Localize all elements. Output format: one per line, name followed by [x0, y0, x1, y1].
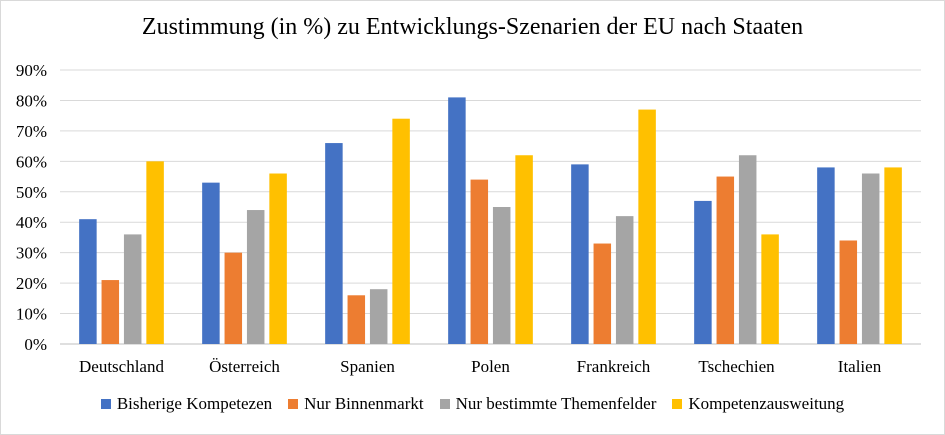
legend-swatch	[100, 399, 111, 409]
x-tick-labels: Deutschland Österreich Spanien Polen Frankre…	[79, 357, 882, 376]
bar	[884, 167, 902, 344]
legend: Bisherige Kompetezen Nur Binnenmarkt Nur b…	[0, 394, 945, 414]
y-tick-label: 40%	[16, 213, 47, 232]
bar	[593, 243, 612, 344]
bar	[470, 179, 489, 344]
bar	[738, 155, 757, 344]
bar	[716, 176, 735, 344]
bar	[79, 219, 97, 344]
legend-label: Bisherige Kompetezen	[116, 394, 273, 413]
y-tick-label: 10%	[16, 305, 47, 324]
y-tick-label: 0%	[24, 335, 47, 354]
legend-item: Nur Binnenmarkt	[288, 394, 424, 414]
bar	[123, 234, 142, 344]
gridlines	[60, 69, 921, 345]
x-tick-label: Frankreich	[577, 357, 651, 376]
y-tick-label: 90%	[16, 61, 47, 80]
x-tick-label: Österreich	[209, 357, 280, 376]
x-tick-label: Deutschland	[79, 357, 164, 376]
bar	[761, 234, 779, 344]
bar	[101, 280, 120, 344]
bars	[79, 97, 902, 345]
bar	[839, 240, 858, 344]
bar	[817, 167, 835, 344]
legend-label: Nur Binnenmarkt	[304, 394, 424, 413]
x-tick-label: Italien	[838, 357, 882, 376]
legend-item: Nur bestimmte Themenfelder	[439, 394, 657, 414]
legend-swatch	[439, 399, 450, 409]
bar	[571, 164, 589, 344]
legend-swatch	[672, 399, 683, 409]
bar	[269, 173, 287, 344]
chart-title: Zustimmung (in %) zu Entwicklungs-Szenar…	[141, 14, 804, 40]
y-tick-labels: 0% 10% 20% 30% 40% 50% 60% 70% 80% 90%	[16, 61, 47, 354]
bar	[246, 210, 265, 344]
x-tick-label: Tschechien	[698, 357, 775, 376]
y-tick-label: 70%	[16, 122, 47, 141]
bar	[492, 207, 511, 344]
y-tick-label: 50%	[16, 183, 47, 202]
legend-swatch	[288, 399, 299, 409]
bar	[347, 295, 366, 344]
legend-label: Kompetenzausweitung	[688, 394, 845, 413]
legend-label: Nur bestimmte Themenfelder	[455, 394, 657, 413]
bar	[694, 200, 712, 344]
y-tick-label: 20%	[16, 274, 47, 293]
bar	[224, 252, 243, 344]
x-tick-label: Polen	[471, 357, 510, 376]
y-tick-label: 30%	[16, 244, 47, 263]
bar	[146, 161, 164, 344]
bar	[515, 155, 533, 344]
bar	[392, 118, 410, 344]
bar	[325, 143, 343, 344]
legend-item: Bisherige Kompetezen	[100, 394, 273, 414]
bar	[615, 216, 634, 344]
bar	[202, 182, 220, 344]
x-tick-label: Spanien	[340, 357, 395, 376]
bar	[369, 289, 388, 344]
y-tick-label: 60%	[16, 152, 47, 171]
y-tick-label: 80%	[16, 91, 47, 110]
legend-item: Kompetenzausweitung	[672, 394, 844, 414]
bar	[861, 173, 880, 344]
bar	[638, 109, 656, 344]
bar	[448, 97, 466, 345]
